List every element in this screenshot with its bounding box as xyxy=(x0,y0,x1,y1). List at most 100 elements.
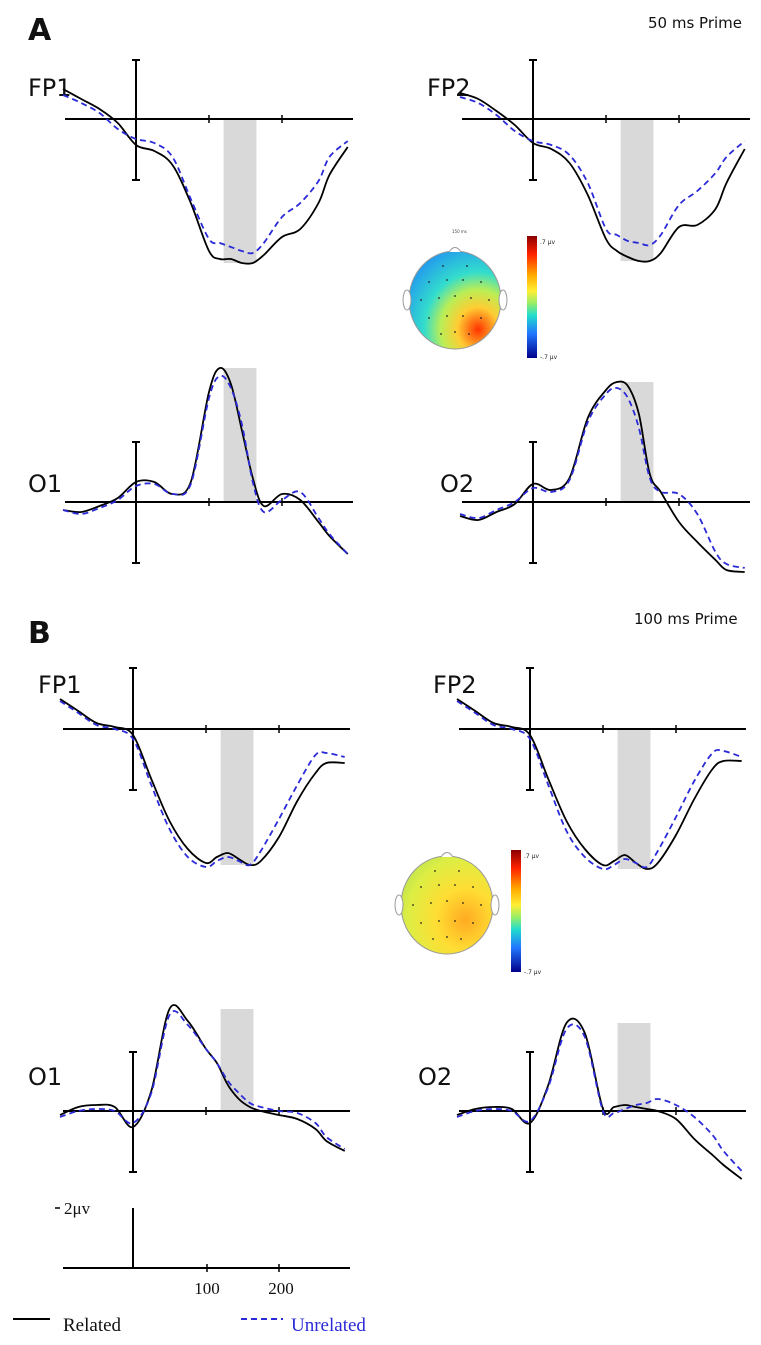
colorbar-a-max: .7 μv xyxy=(540,239,555,246)
series-related-panel-a-fp1 xyxy=(62,88,349,265)
highlight-window-panel-a-o2 xyxy=(620,382,654,502)
scale-bar: 2μv 100 200 xyxy=(55,1199,350,1298)
electrode-dot-a-4 xyxy=(462,279,464,281)
series-unrelated-panel-b-o2 xyxy=(456,1023,743,1172)
series-related-panel-b-fp2 xyxy=(456,698,742,870)
electrode-dot-b-13 xyxy=(454,920,456,922)
channel-label-a-fp1: FP1 xyxy=(28,74,72,102)
channel-a-o2: O2 xyxy=(440,380,750,573)
electrode-dot-b-9 xyxy=(462,902,464,904)
electrode-dot-a-2 xyxy=(428,281,430,283)
electrode-dot-b-2 xyxy=(420,886,422,888)
highlight-window-panel-b-o1 xyxy=(220,1009,254,1111)
channel-label-b-o2: O2 xyxy=(418,1063,452,1091)
topomap-a-ear-left xyxy=(402,289,412,311)
electrode-dot-a-15 xyxy=(440,333,442,335)
panel-letter-b: B xyxy=(28,616,51,651)
legend-related-label: Related xyxy=(63,1315,122,1336)
electrode-dot-a-7 xyxy=(438,297,440,299)
topomap-a-time: 150 ms xyxy=(452,229,467,234)
electrode-dot-a-9 xyxy=(470,297,472,299)
highlight-window-panel-b-o2 xyxy=(617,1023,651,1111)
electrode-dot-b-14 xyxy=(472,922,474,924)
electrode-dot-b-16 xyxy=(446,936,448,938)
series-related-panel-a-fp2 xyxy=(459,92,746,263)
topomap-b-ear-right xyxy=(490,894,500,916)
topomap-a-ear-right xyxy=(498,289,508,311)
electrode-dot-a-10 xyxy=(488,299,490,301)
channel-b-fp2: FP2 xyxy=(433,667,746,871)
colorbar-b-min: -.7 μv xyxy=(524,969,542,976)
electrode-dot-b-5 xyxy=(472,886,474,888)
channel-a-o1: O1 xyxy=(28,366,353,564)
series-related-panel-a-o1 xyxy=(62,366,349,555)
panel-letter-a: A xyxy=(28,13,52,48)
series-related-panel-b-o2 xyxy=(456,1017,743,1180)
series-unrelated-panel-a-fp1 xyxy=(62,94,349,255)
series-unrelated-panel-a-o2 xyxy=(459,386,745,569)
highlight-window-panel-b-fp1 xyxy=(220,729,254,865)
colorbar-a xyxy=(527,236,537,358)
topomap-b-head xyxy=(400,855,494,955)
highlight-window-panel-a-fp2 xyxy=(620,119,654,261)
electrode-dot-a-1 xyxy=(466,265,468,267)
scale-tick-label-100: 100 xyxy=(194,1279,220,1298)
highlight-window-panel-a-o1 xyxy=(223,368,257,502)
channel-b-fp1: FP1 xyxy=(38,667,350,868)
channel-b-o1: O1 xyxy=(28,1004,350,1173)
series-unrelated-panel-b-fp2 xyxy=(456,700,742,871)
colorbar-a-min: -.7 μv xyxy=(540,354,558,361)
topomap-b-ear-left xyxy=(394,894,404,916)
electrode-dot-b-11 xyxy=(420,922,422,924)
electrode-dot-a-13 xyxy=(462,315,464,317)
electrode-dot-a-16 xyxy=(454,331,456,333)
electrode-dot-b-1 xyxy=(458,870,460,872)
electrode-dot-a-5 xyxy=(480,281,482,283)
channel-a-fp1: FP1 xyxy=(28,59,353,265)
electrode-dot-b-3 xyxy=(438,884,440,886)
series-unrelated-panel-a-o1 xyxy=(62,374,349,555)
channel-label-a-o1: O1 xyxy=(28,470,62,498)
series-unrelated-panel-b-o1 xyxy=(59,1010,346,1150)
topomap-a-nose xyxy=(448,247,462,253)
series-related-panel-a-o2 xyxy=(459,380,745,573)
scale-tick-label-200: 200 xyxy=(268,1279,294,1298)
channel-label-b-fp2: FP2 xyxy=(433,671,477,699)
electrode-dot-a-12 xyxy=(446,315,448,317)
legend-unrelated-label: Unrelated xyxy=(291,1315,366,1336)
electrode-dot-a-0 xyxy=(442,265,444,267)
electrode-dot-a-11 xyxy=(428,317,430,319)
electrode-dot-a-3 xyxy=(446,279,448,281)
electrode-dot-b-17 xyxy=(460,938,462,940)
series-unrelated-panel-b-fp1 xyxy=(59,700,345,868)
panel-b-title: 100 ms Prime xyxy=(634,610,738,628)
electrode-dot-b-6 xyxy=(412,904,414,906)
electrode-dot-b-4 xyxy=(454,884,456,886)
channel-b-o2: O2 xyxy=(418,1017,746,1180)
panel-a-title: 50 ms Prime xyxy=(648,14,742,32)
colorbar-b-max: .7 μv xyxy=(524,853,539,860)
electrode-dot-b-15 xyxy=(432,938,434,940)
series-related-panel-b-o1 xyxy=(59,1004,346,1152)
channel-label-b-fp1: FP1 xyxy=(38,671,82,699)
electrode-dot-b-8 xyxy=(446,900,448,902)
topomap-b: .7 μv -.7 μv xyxy=(394,850,542,976)
channel-label-a-o2: O2 xyxy=(440,470,474,498)
electrode-dot-b-12 xyxy=(438,920,440,922)
highlight-window-panel-a-fp1 xyxy=(223,119,257,263)
channel-a-fp2: FP2 xyxy=(427,59,750,263)
colorbar-b xyxy=(511,850,521,972)
highlight-window-panel-b-fp2 xyxy=(617,729,651,869)
series-related-panel-b-fp1 xyxy=(59,698,345,867)
electrode-dot-a-17 xyxy=(468,333,470,335)
electrode-dot-b-7 xyxy=(430,902,432,904)
series-unrelated-panel-a-fp2 xyxy=(459,96,746,247)
electrode-dot-a-6 xyxy=(420,299,422,301)
electrode-dot-a-14 xyxy=(480,317,482,319)
electrode-dot-a-8 xyxy=(454,295,456,297)
channel-label-b-o1: O1 xyxy=(28,1063,62,1091)
legend: Related Unrelated xyxy=(13,1315,366,1336)
topomap-b-nose xyxy=(440,852,454,858)
electrode-dot-b-0 xyxy=(434,870,436,872)
